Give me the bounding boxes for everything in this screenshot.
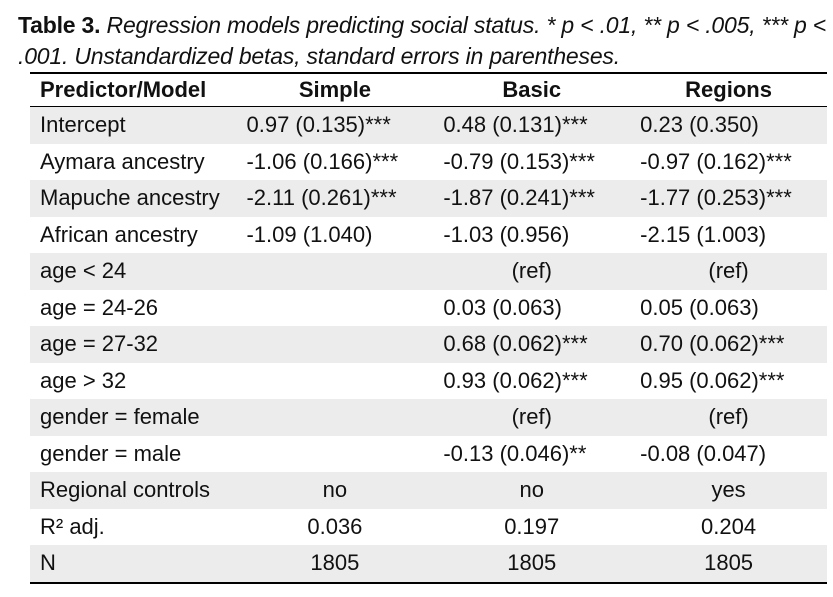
table-row: R² adj. 0.036 0.197 0.204 [30,509,827,546]
cell-basic: (ref) [511,404,552,430]
cell-simple: 0.97 (0.135)*** [246,112,391,138]
cell-simple [236,363,433,400]
row-label: Regional controls [40,477,210,503]
table-row: age > 32 0.93 (0.062)*** 0.95 (0.062)*** [30,363,827,400]
row-label: age = 24-26 [40,294,159,320]
cell-basic: -0.13 (0.046)** [443,440,587,466]
table-row: N 1805 1805 1805 [30,545,827,583]
table-row: Regional controls no no yes [30,472,827,509]
cell-regions: -1.77 (0.253)*** [640,185,792,211]
row-label: age > 32 [40,367,127,393]
table-caption: Table 3. Regression models predicting so… [18,10,830,72]
table-row: African ancestry -1.09 (1.040) -1.03 (0.95… [30,217,827,254]
cell-basic: 1805 [507,550,557,576]
cell-regions: yes [711,477,746,503]
cell-regions: 0.95 (0.062)*** [640,367,785,393]
cell-regions: -0.97 (0.162)*** [640,148,792,174]
cell-simple: -1.09 (1.040) [246,221,373,247]
table-header: Predictor/Model Simple Basic Regions [30,73,827,107]
cell-basic: 0.48 (0.131)*** [443,112,588,138]
cell-simple: -1.06 (0.166)*** [246,148,399,174]
table-row: age < 24 (ref) (ref) [30,253,827,290]
row-label: R² adj. [40,513,105,539]
row-label: African ancestry [40,221,198,247]
cell-regions: -0.08 (0.047) [640,440,767,466]
row-label: Aymara ancestry [40,148,205,174]
cell-basic: -1.03 (0.956) [443,221,570,247]
cell-regions: 0.204 [701,513,757,539]
cell-regions: -2.15 (1.003) [640,221,767,247]
table-body: Intercept 0.97 (0.135)*** 0.48 (0.131)*** 0… [30,106,827,583]
row-label: N [40,550,56,576]
cell-regions: (ref) [708,404,749,430]
cell-simple: 1805 [310,550,360,576]
cell-simple [236,326,433,363]
header-row: Predictor/Model Simple Basic Regions [30,73,827,107]
cell-basic: -0.79 (0.153)*** [443,148,595,174]
caption-text-1: Regression models predicting social stat… [100,12,827,38]
table-row: age = 24-26 0.03 (0.063) 0.05 (0.063) [30,290,827,327]
table-row: Mapuche ancestry -2.11 (0.261)*** -1.87 (0… [30,180,827,217]
cell-simple: no [322,477,348,503]
table-row: gender = female (ref) (ref) [30,399,827,436]
cell-simple [236,253,433,290]
row-label: Intercept [40,112,126,138]
header-basic: Basic [433,73,631,107]
cell-basic: 0.03 (0.063) [443,294,562,320]
cell-simple [236,399,433,436]
cell-basic: (ref) [511,258,552,284]
table-row: gender = male -0.13 (0.046)** -0.08 (0.047… [30,436,827,473]
row-label: gender = male [40,440,182,466]
cell-basic: no [519,477,544,503]
table-row: Intercept 0.97 (0.135)*** 0.48 (0.131)*** 0… [30,106,827,144]
table-row: Aymara ancestry -1.06 (0.166)*** -0.79 (0.… [30,144,827,181]
cell-regions: (ref) [708,258,749,284]
row-label: age < 24 [40,258,127,284]
cell-regions: 0.05 (0.063) [640,294,759,320]
row-label: gender = female [40,404,200,430]
regression-table: Predictor/Model Simple Basic Regions Int… [30,72,827,584]
cell-basic: 0.197 [504,513,560,539]
header-regions: Regions [630,73,827,107]
cell-regions: 0.70 (0.062)*** [640,331,785,357]
cell-regions: 1805 [704,550,754,576]
header-predictor: Predictor/Model [30,73,237,107]
table-row: age = 27-32 0.68 (0.062)*** 0.70 (0.062)**… [30,326,827,363]
header-simple: Simple [236,73,434,107]
cell-regions: 0.23 (0.350) [640,112,759,138]
cell-basic: 0.68 (0.062)*** [443,331,588,357]
row-label: age = 27-32 [40,331,159,357]
row-label: Mapuche ancestry [40,185,220,211]
cell-simple [236,290,433,327]
cell-simple [236,436,433,473]
cell-basic: -1.87 (0.241)*** [443,185,595,211]
caption-line-2: .001. Unstandardized betas, standard err… [18,43,620,69]
caption-label: Table 3. [18,12,101,38]
cell-simple: -2.11 (0.261)*** [246,185,397,211]
cell-basic: 0.93 (0.062)*** [443,367,588,393]
cell-simple: 0.036 [307,513,363,539]
caption-line-1: Table 3. Regression models predicting so… [18,10,830,41]
